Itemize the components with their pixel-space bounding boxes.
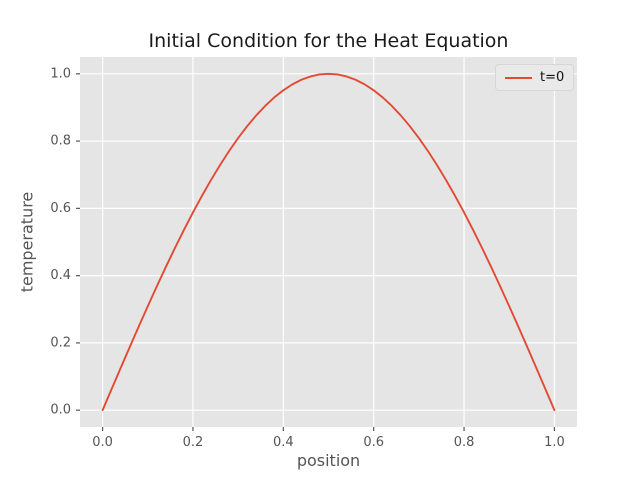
x-tick-label: 1.0 xyxy=(544,435,565,450)
y-tick-label: 0.0 xyxy=(50,403,71,418)
legend-line-swatch xyxy=(505,76,532,79)
curve-t=0 xyxy=(101,72,556,412)
x-tick-label: 0.0 xyxy=(92,435,113,450)
x-tick-label: 0.4 xyxy=(273,435,294,450)
legend: t=0 xyxy=(495,64,575,91)
y-tick-label: 0.6 xyxy=(50,201,71,216)
x-tick-label: 0.2 xyxy=(183,435,204,450)
chart-title: Initial Condition for the Heat Equation xyxy=(148,30,509,52)
y-tick-label: 1.0 xyxy=(50,66,71,81)
x-tick-label: 0.6 xyxy=(363,435,384,450)
y-tick-label: 0.4 xyxy=(50,268,71,283)
y-axis-label: temperature xyxy=(17,191,37,293)
x-axis-label: position xyxy=(296,451,361,470)
x-tick-label: 0.8 xyxy=(454,435,475,450)
legend-label: t=0 xyxy=(540,70,565,85)
y-tick-label: 0.8 xyxy=(50,134,71,149)
y-tick-label: 0.2 xyxy=(50,335,71,350)
plot-area xyxy=(80,57,577,427)
